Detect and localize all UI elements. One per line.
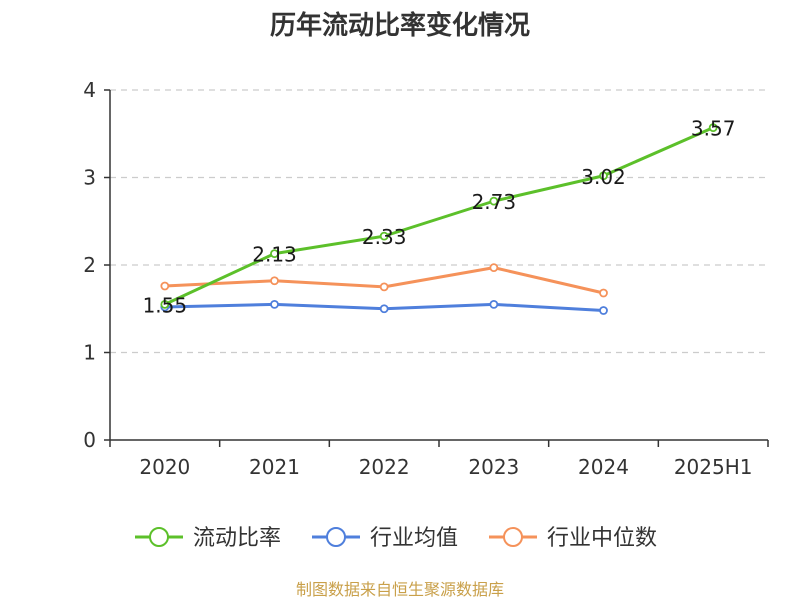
legend-swatch-marker [149, 527, 169, 547]
data-label: 3.02 [581, 165, 626, 189]
data-label: 1.55 [143, 293, 188, 317]
x-tick-label: 2022 [359, 455, 410, 479]
series-line-0 [164, 126, 714, 306]
data-point [270, 299, 279, 309]
legend-label: 行业均值 [370, 526, 458, 551]
data-label: 2.73 [472, 190, 517, 214]
data-point [489, 196, 499, 206]
grid-lines [110, 89, 768, 354]
data-point [160, 281, 170, 291]
data-point [708, 123, 718, 133]
legend-swatch-marker [326, 527, 346, 547]
data-point [379, 282, 389, 292]
axes: 0 1 2 3 4 2020 2021 2022 2023 2024 2025H1 [83, 78, 769, 479]
data-point [270, 276, 279, 286]
x-tick-label: 2020 [139, 455, 190, 479]
legend: 流动比率 行业均值 行业中位数 [135, 526, 657, 551]
data-point [599, 306, 608, 315]
chart-title: 历年流动比率变化情况 [270, 10, 530, 41]
data-label: 2.13 [252, 243, 297, 267]
y-tick-label: 2 [83, 253, 96, 277]
source-footer: 制图数据来自恒生聚源数据库 [296, 580, 504, 599]
data-point [489, 263, 499, 273]
legend-label: 流动比率 [193, 526, 281, 551]
data-point [160, 299, 170, 309]
data-label: 2.33 [362, 225, 407, 249]
data-point [379, 231, 389, 241]
x-tick-label: 2024 [578, 455, 629, 479]
legend-swatch-marker [503, 527, 523, 547]
data-point [489, 299, 499, 309]
data-point [599, 171, 608, 181]
x-tick-label: 2021 [249, 455, 300, 479]
x-tick-label: 2025H1 [674, 455, 753, 479]
data-point [270, 249, 279, 259]
y-tick-label: 4 [83, 78, 96, 102]
legend-label: 行业中位数 [547, 526, 657, 551]
data-point [599, 288, 608, 298]
y-tick-label: 1 [83, 341, 96, 365]
data-point [379, 304, 389, 314]
data-label: 3.57 [691, 117, 736, 141]
y-tick-label: 0 [83, 428, 96, 452]
series-lines [160, 123, 718, 315]
data-labels: 1.55 2.13 2.33 2.73 3.02 3.57 [143, 117, 736, 318]
y-tick-label: 3 [83, 166, 96, 190]
x-tick-label: 2023 [468, 455, 519, 479]
